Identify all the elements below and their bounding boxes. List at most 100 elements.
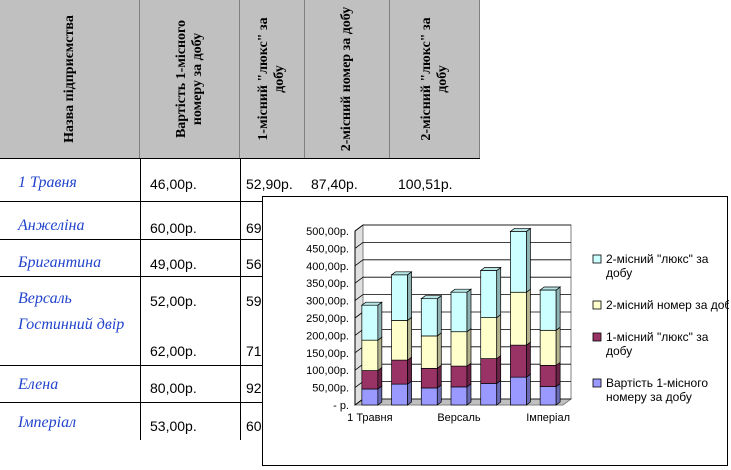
bar-segment-side bbox=[436, 384, 442, 406]
bar-segment-side bbox=[436, 294, 442, 337]
y-tick-label: 100,00р. bbox=[306, 365, 349, 377]
row-name: Гостинний двір bbox=[18, 316, 125, 333]
bar-segment-front bbox=[391, 383, 408, 406]
gridline-depth bbox=[354, 294, 364, 301]
bar-segment-front bbox=[480, 358, 498, 384]
bar-segment-front bbox=[361, 370, 379, 390]
bar-segment-side bbox=[526, 288, 531, 346]
row-value: 53,00р. bbox=[150, 418, 197, 434]
bar-segment-front bbox=[539, 364, 557, 387]
gridline-depth bbox=[354, 276, 364, 284]
bar-segment-side bbox=[526, 341, 531, 378]
row-value: 100,51р. bbox=[398, 176, 453, 192]
row-value: 52,00р. bbox=[150, 293, 197, 309]
x-tick-label: Імперіал bbox=[526, 412, 570, 424]
bar-segment-front bbox=[420, 298, 438, 337]
bar-segment-top bbox=[420, 295, 443, 300]
bar-segment-side bbox=[526, 373, 531, 406]
row-name: Версаль bbox=[18, 290, 72, 307]
bar-segment-side bbox=[466, 328, 472, 367]
bar-segment-top bbox=[479, 267, 502, 271]
bar-segment-front bbox=[420, 387, 438, 406]
header-label: Назва підприємства bbox=[61, 15, 77, 143]
header-cell-1: Вартість 1-місного номеру за добу bbox=[140, 0, 240, 158]
header-cell-3: 2-місний номер за добу bbox=[305, 0, 390, 158]
row-name: Бригантина bbox=[18, 254, 102, 271]
row-value: 49,00р. bbox=[150, 256, 197, 272]
legend-entry-label: 1-місний "люкс" за добу bbox=[606, 330, 709, 358]
bar-segment-side bbox=[496, 354, 502, 385]
chart-canvas: - р. 50,00р. 100,00р. 150,00р. 200,00р. 250,0… bbox=[306, 224, 729, 424]
header-label: 2-місний "люкс" за добу bbox=[418, 17, 450, 141]
bar-segment-front bbox=[420, 367, 438, 389]
header-cell-4: 2-місний "люкс" за добу bbox=[390, 0, 480, 158]
gridline-depth bbox=[354, 259, 364, 267]
bar-segment-side bbox=[436, 364, 442, 389]
row-value: 87,40р. bbox=[311, 176, 358, 192]
bar-segment-side bbox=[555, 326, 561, 367]
bar-segment-side bbox=[555, 286, 561, 332]
y-tick-label: 300,00р. bbox=[306, 296, 349, 308]
row-name: Елена bbox=[18, 376, 59, 393]
bar-segment-front bbox=[450, 386, 468, 406]
bar-segment-front bbox=[361, 304, 379, 341]
legend-entry-label: 2-місний "люкс" за добу bbox=[606, 252, 709, 280]
y-tick-label: 500,00р. bbox=[306, 226, 349, 238]
y-tick-label: 150,00р. bbox=[306, 348, 349, 360]
bar-segment-front bbox=[510, 231, 527, 293]
bar-segment-side bbox=[436, 332, 442, 370]
bar-segment-front bbox=[391, 274, 408, 321]
row-name: Імперіал bbox=[18, 414, 77, 431]
bar-segment-front bbox=[361, 339, 379, 371]
bar-segment-side bbox=[496, 266, 502, 319]
y-tick-label: 200,00р. bbox=[306, 330, 349, 342]
x-tick-label: Версаль bbox=[437, 412, 481, 424]
header-cell-2: 1-місний "люкс" за добу bbox=[240, 0, 305, 158]
bar-segment-top bbox=[360, 301, 383, 306]
bar-segment-side bbox=[407, 356, 412, 385]
bar-segment-front bbox=[450, 331, 468, 367]
bar-segment-side bbox=[496, 379, 502, 406]
y-tick-label: 450,00р. bbox=[306, 243, 349, 255]
bar-segment-side bbox=[466, 383, 472, 406]
x-tick-label: 1 Травня bbox=[347, 412, 392, 424]
legend-swatch bbox=[592, 378, 602, 388]
bar-segment-front bbox=[539, 386, 557, 406]
gridline-depth bbox=[354, 224, 364, 232]
row-value: 80,00р. bbox=[150, 380, 197, 396]
bar-segment-side bbox=[526, 227, 531, 293]
bar-segment-side bbox=[407, 316, 412, 361]
y-tick-label: 250,00р. bbox=[306, 313, 349, 325]
bar-segment-front bbox=[510, 344, 527, 378]
spreadsheet-table: Назва підприємства Вартість 1-місного ном… bbox=[0, 0, 480, 440]
row-value: 62,00р. bbox=[150, 343, 197, 359]
bar-segment-side bbox=[555, 361, 561, 388]
row-value: 60,00р. bbox=[150, 220, 197, 236]
legend-swatch bbox=[592, 332, 602, 342]
bar-segment-front bbox=[480, 383, 498, 406]
y-tick-label: 350,00р. bbox=[306, 278, 349, 290]
row-value: 46,00р. bbox=[150, 176, 197, 192]
row-name: Анжеліна bbox=[18, 217, 85, 234]
header-label: 1-місний "люкс" за добу bbox=[256, 17, 287, 141]
bar-segment-side bbox=[555, 382, 561, 406]
bar-segment-side bbox=[407, 271, 412, 322]
y-tick-label: 400,00р. bbox=[306, 261, 349, 273]
legend-swatch bbox=[592, 254, 602, 264]
header-label: Вартість 1-місного номеру за добу bbox=[173, 19, 205, 139]
bar-segment-side bbox=[407, 380, 412, 406]
bar-segment-side bbox=[377, 366, 383, 390]
gridline-depth bbox=[354, 242, 364, 249]
bar-segment-front bbox=[391, 359, 408, 385]
bar-segment-front bbox=[450, 291, 468, 333]
bar-segment-front bbox=[510, 376, 527, 406]
column-divider bbox=[140, 158, 141, 440]
stacked-column-chart[interactable]: - р. 50,00р. 100,00р. 150,00р. 200,00р. 250,0… bbox=[262, 196, 729, 466]
bar-segment-side bbox=[496, 313, 502, 360]
bar-segment-side bbox=[377, 336, 383, 372]
y-tick-label: - р. bbox=[333, 400, 349, 412]
y-tick-label: 50,00р. bbox=[312, 383, 349, 395]
bar-segment-front bbox=[539, 329, 557, 366]
column-divider bbox=[240, 158, 241, 440]
bar-segment-side bbox=[466, 362, 472, 388]
